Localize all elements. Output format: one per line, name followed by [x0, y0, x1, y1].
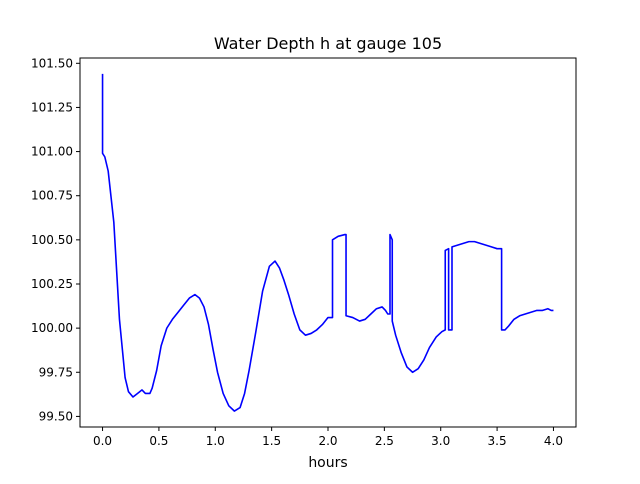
x-tick-label: 1.5: [262, 434, 281, 448]
axis-ticks: 0.0 0.5 1.0 1.5 2.0 2.5 3.0 3.5 4.0 99.50 99.75 100…: [31, 56, 563, 448]
x-tick-label: 0.5: [149, 434, 168, 448]
y-tick-label: 99.75: [39, 365, 73, 379]
y-tick-label: 99.50: [39, 409, 73, 423]
x-tick-label: 4.0: [544, 434, 563, 448]
x-tick-label: 2.5: [375, 434, 394, 448]
x-tick-label: 1.0: [206, 434, 225, 448]
water-depth-line: [101, 73, 554, 412]
x-tick-label: 3.5: [488, 434, 507, 448]
y-tick-label: 101.25: [31, 100, 73, 114]
y-tick-label: 101.00: [31, 145, 73, 159]
y-tick-label: 100.00: [31, 321, 73, 335]
y-tick-label: 101.50: [31, 56, 73, 70]
chart-title: Water Depth h at gauge 105: [214, 34, 442, 53]
x-tick-label: 3.0: [431, 434, 450, 448]
y-tick-label: 100.25: [31, 277, 73, 291]
x-axis-label: hours: [308, 455, 347, 471]
plot-frame: [79, 57, 577, 428]
x-tick-label: 2.0: [318, 434, 337, 448]
x-tick-label: 0.0: [93, 434, 112, 448]
y-tick-label: 100.50: [31, 233, 73, 247]
y-tick-label: 100.75: [31, 189, 73, 203]
